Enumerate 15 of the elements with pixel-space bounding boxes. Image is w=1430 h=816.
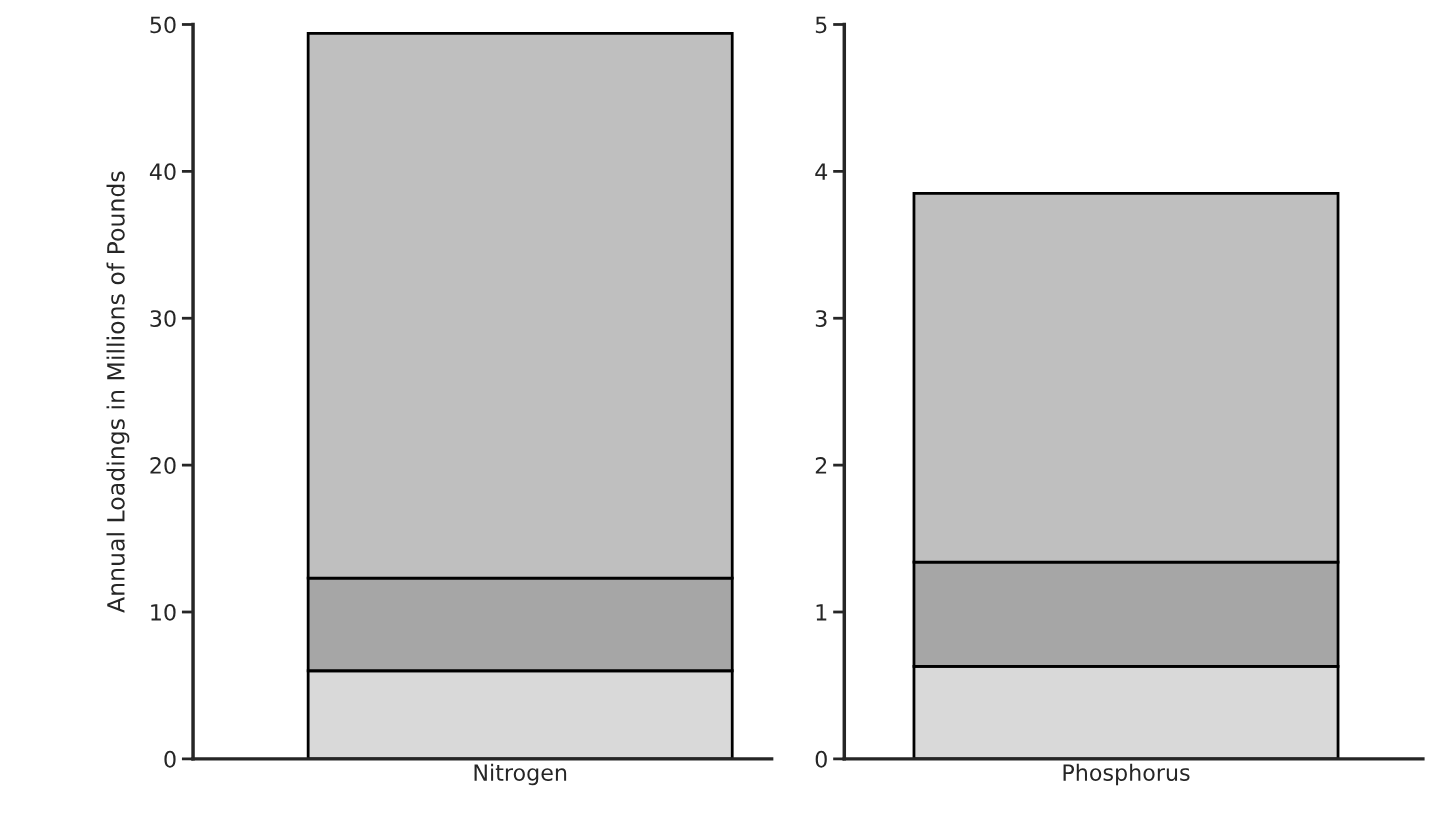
y2-tick-label: 5: [815, 16, 827, 34]
y2-tick-label: 4: [815, 163, 828, 180]
y-tick-label: 30: [150, 310, 176, 327]
y2-tick-label: 2: [815, 457, 827, 474]
y-axis-title: Annual Loadings in Millions of Pounds: [106, 171, 130, 613]
y2-tick-label: 1: [816, 604, 827, 621]
y-tick-label: 40: [149, 163, 176, 181]
x-tick-label: Phosphorus: [1063, 763, 1190, 786]
y2-tick-label: 0: [815, 750, 827, 768]
x-tick-label: Nitrogen: [474, 763, 567, 786]
y-tick-label: 10: [151, 603, 176, 621]
y-tick-label: 20: [150, 457, 176, 474]
y2-tick-label: 3: [815, 310, 827, 327]
y-tick-label: 0: [164, 750, 176, 768]
y-tick-label: 50: [150, 16, 176, 34]
